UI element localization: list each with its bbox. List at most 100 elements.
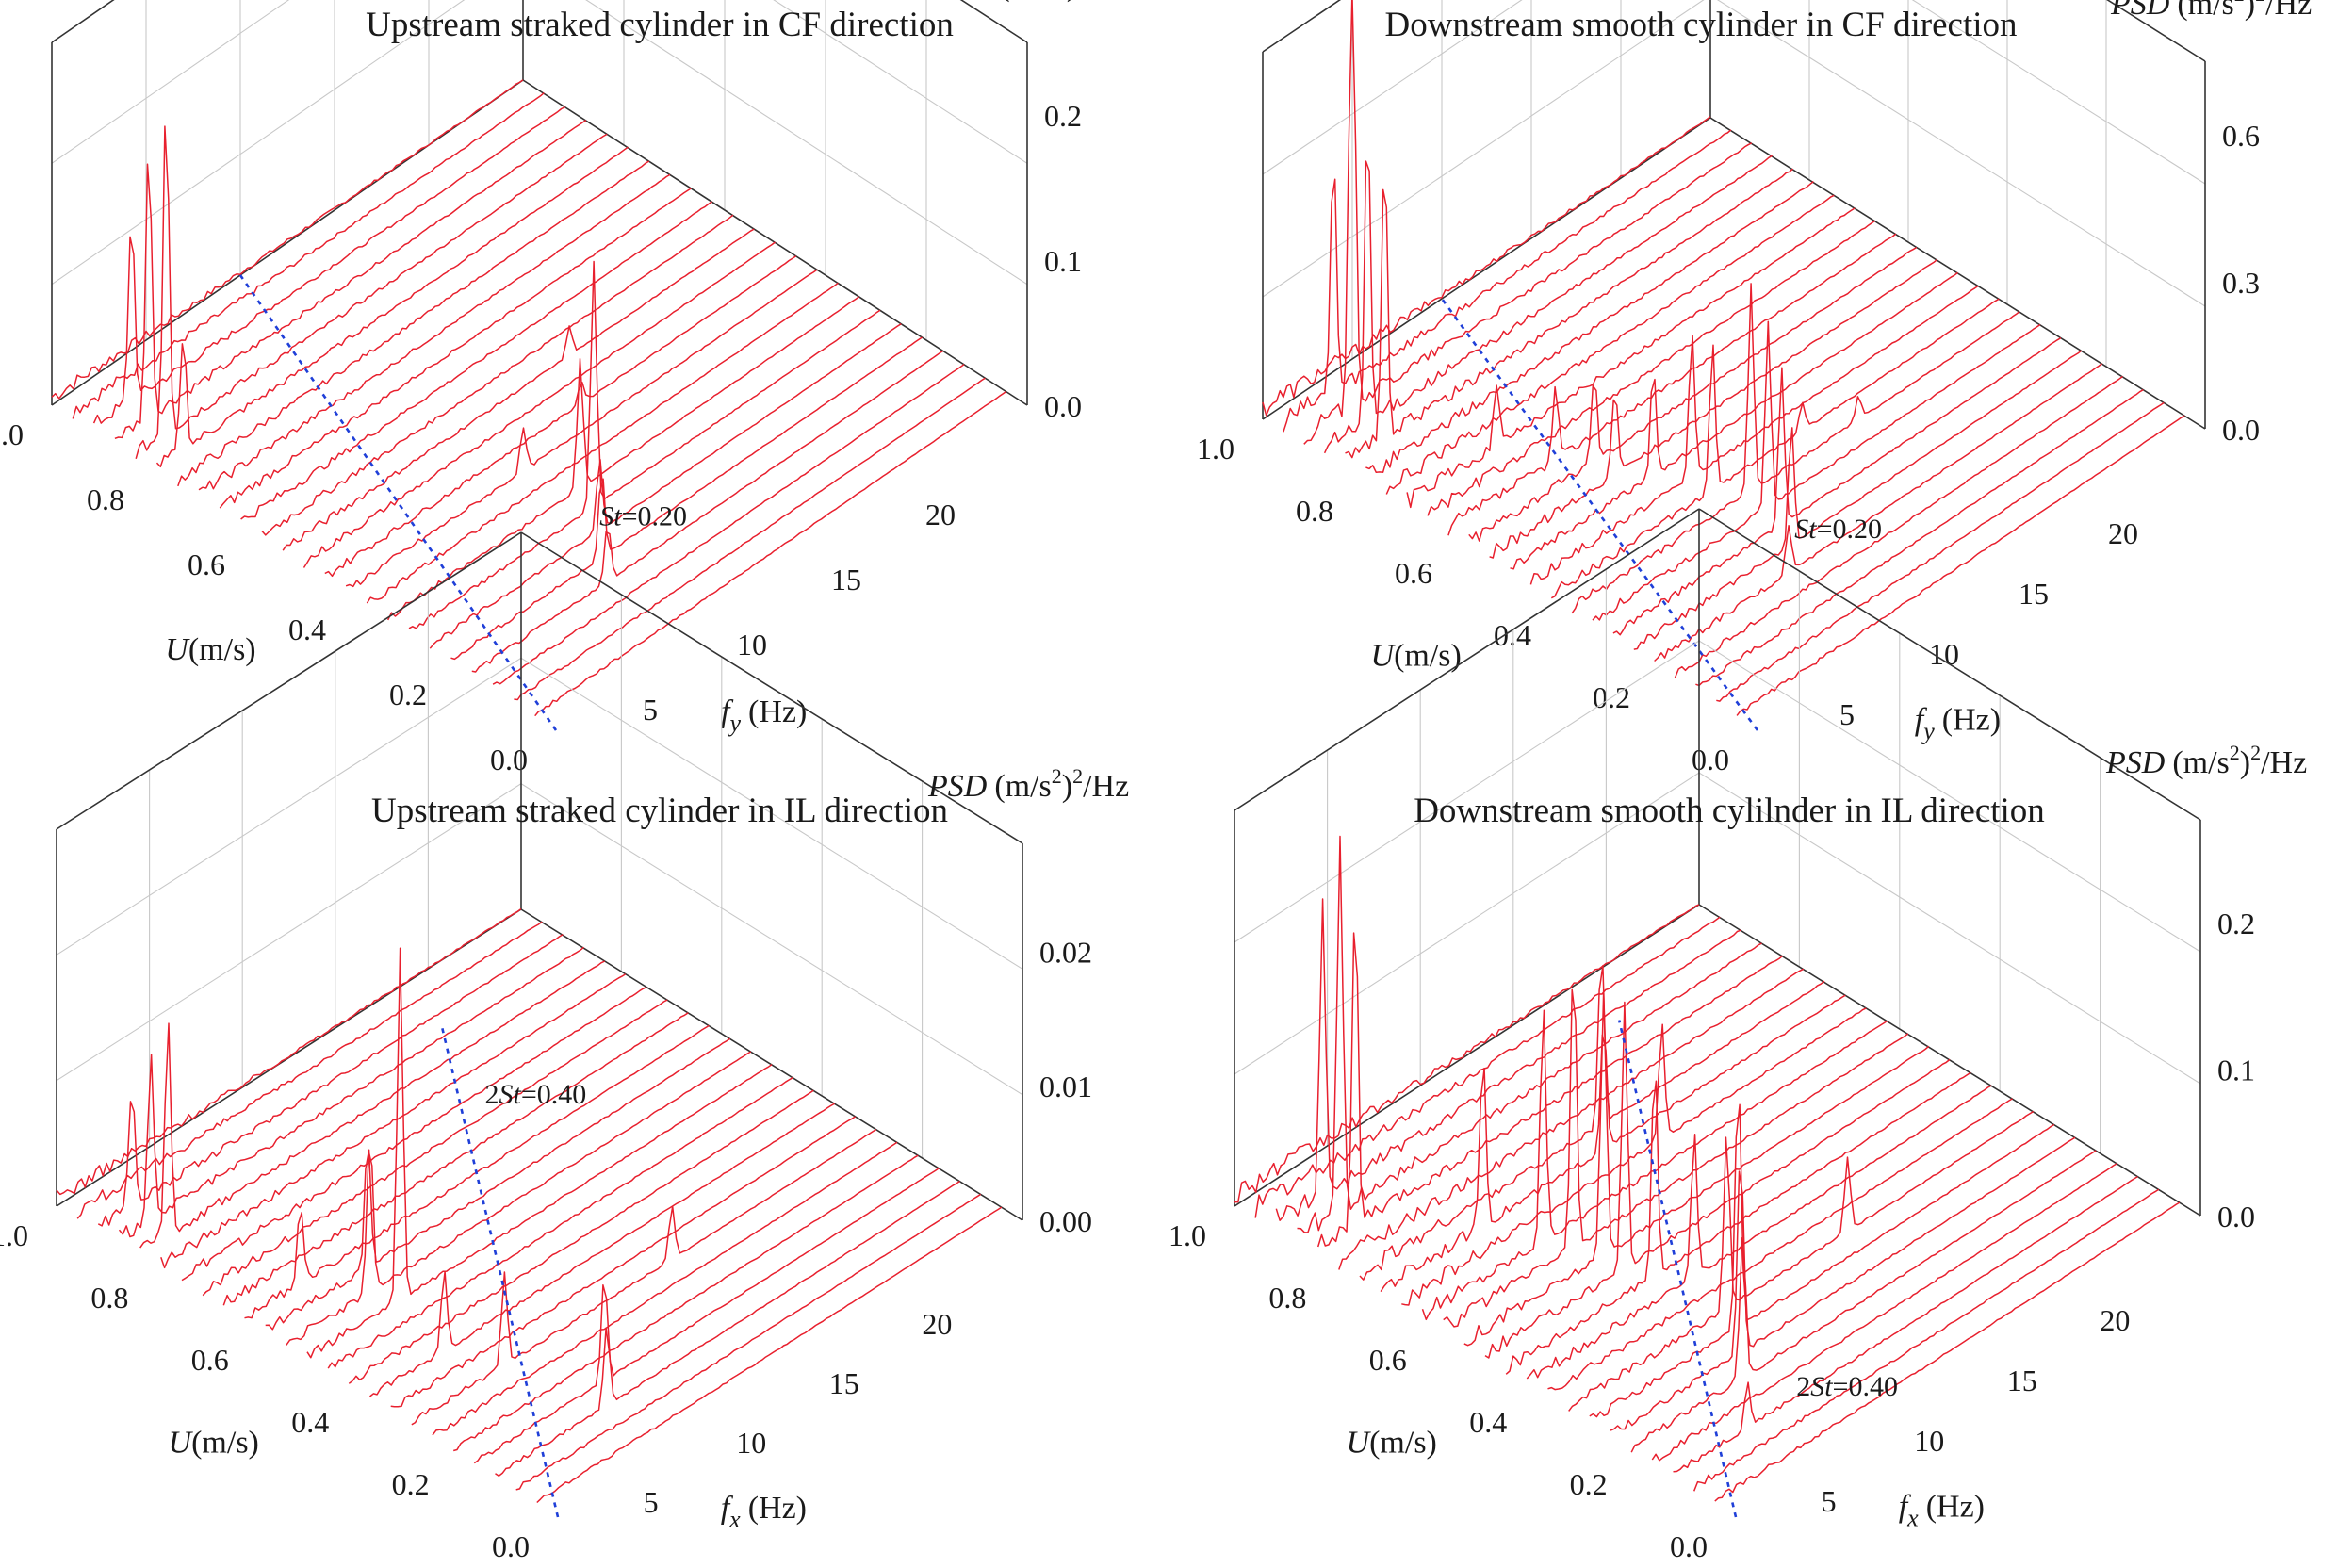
f-tick-label: 20 <box>925 498 956 531</box>
psd-trace <box>1630 1150 2097 1453</box>
axis-edge <box>51 79 524 406</box>
axes-frame <box>51 0 1028 406</box>
u-axis-label: U(m/s) <box>169 1425 259 1460</box>
f-subscript: x <box>728 1506 741 1533</box>
psd-trace <box>1297 835 1762 1233</box>
f-tick-label: 10 <box>1914 1424 1944 1458</box>
u-unit: (m/s) <box>191 1425 259 1460</box>
psd-sup-1: 2 <box>2230 741 2240 764</box>
psd-trace <box>1592 320 2041 621</box>
psd-trace <box>1468 246 1918 542</box>
psd-trace <box>345 269 818 588</box>
grid-line <box>1262 0 2206 307</box>
panel-title: Downstream smooth cylilnder in IL direct… <box>1414 792 2045 830</box>
strouhal-line <box>1617 1020 1738 1518</box>
u-tick-label: 1.0 <box>0 417 24 451</box>
u-tick-label: 0.2 <box>1570 1467 1608 1501</box>
grid-line <box>51 0 1028 164</box>
psd-trace <box>1283 129 1732 433</box>
psd-trace <box>282 228 755 551</box>
annotation-symbol: St <box>599 501 622 532</box>
psd-trace <box>1463 989 1930 1347</box>
psd-trace <box>219 188 692 509</box>
psd-trace <box>265 1037 731 1331</box>
psd-trace <box>1716 401 2165 702</box>
psd-trace <box>514 377 986 701</box>
psd-trace <box>1674 375 2123 678</box>
grid <box>51 0 1028 340</box>
psd-trace <box>139 960 606 1249</box>
psd-trace <box>1234 904 1700 1203</box>
f-tick-label: 20 <box>922 1307 952 1341</box>
psd-tick-label: 0.0 <box>2222 413 2260 447</box>
u-axis-label: U(m/s) <box>1371 638 1462 673</box>
psd-trace <box>1254 916 1721 1218</box>
f-tick-label: 5 <box>1839 697 1855 731</box>
panel-1: St=0.205101520fy(Hz)0.00.20.40.60.81.0U(… <box>0 0 1134 776</box>
psd-trace <box>1526 1085 1992 1380</box>
psd-sup-2: 2 <box>2255 0 2265 6</box>
psd-trace <box>453 1154 919 1452</box>
psd-trace <box>306 947 773 1359</box>
psd-trace <box>1633 350 2083 650</box>
psd-tick-label: 0.1 <box>2217 1053 2255 1086</box>
u-tick-label: 0.6 <box>1369 1343 1407 1377</box>
u-tick-label: 0.0 <box>1670 1529 1708 1563</box>
grid-line <box>51 0 1028 286</box>
u-symbol: U <box>1371 638 1397 673</box>
strouhal-dashed-line <box>439 1022 560 1518</box>
psd-trace <box>1673 1175 2138 1473</box>
psd-trace <box>492 363 965 685</box>
psd-symbol: PSD <box>932 0 992 3</box>
psd-trace <box>1568 1110 2035 1412</box>
grid <box>1262 0 2206 367</box>
psd-unit-b: ) <box>2240 745 2250 780</box>
u-axis-label: U(m/s) <box>165 632 255 667</box>
psd-trace <box>1380 994 1846 1293</box>
psd-trace <box>286 1051 752 1346</box>
psd-trace <box>534 390 1007 717</box>
psd-trace <box>1365 181 1814 474</box>
f-tick-label: 10 <box>737 628 767 662</box>
psd-trace <box>1303 0 1753 445</box>
psd-sup-1: 2 <box>1052 764 1062 788</box>
panel-title: Downstream smooth cylinder in CF directi… <box>1384 6 2017 44</box>
psd-trace <box>1323 155 1773 454</box>
psd-trace <box>473 1168 940 1464</box>
u-tick-label: 1.0 <box>0 1218 28 1252</box>
psd-tick-label: 0.0 <box>2217 1200 2255 1233</box>
strouhal-annotation: 2St=0.40 <box>484 1079 586 1110</box>
psd-trace <box>155 146 629 468</box>
u-tick-label: 0.2 <box>392 1467 430 1501</box>
psd-trace <box>515 1193 982 1491</box>
psd-trace <box>198 173 671 491</box>
f-tick-label: 10 <box>736 1426 766 1460</box>
psd-sup-2: 2 <box>1072 764 1083 788</box>
u-tick-label: 0.2 <box>389 678 427 711</box>
strouhal-dashed-line <box>238 274 558 731</box>
psd-trace <box>348 1089 814 1384</box>
f-unit: (Hz) <box>1926 1489 1985 1524</box>
psd-trace <box>1736 415 2185 716</box>
f-unit: (Hz) <box>748 694 807 729</box>
u-tick-label: 0.4 <box>1494 618 1531 652</box>
psd-symbol: PSD <box>2110 0 2170 22</box>
psd-trace <box>369 1102 835 1397</box>
psd-trace <box>1489 258 1938 559</box>
f-subscript: x <box>1906 1504 1919 1531</box>
psd-trace <box>1447 233 1897 536</box>
strouhal-annotation: 2St=0.40 <box>1796 1371 1898 1402</box>
psd-tick-label: 0.02 <box>1039 935 1092 969</box>
psd-trace <box>1262 116 1711 416</box>
axis-edge <box>1234 508 1700 811</box>
psd-trace <box>387 296 860 621</box>
psd-unit-c: /Hz <box>2261 745 2307 780</box>
psd-trace <box>1571 283 2020 614</box>
strouhal-annotation: St=0.20 <box>1794 514 1882 545</box>
psd-traces <box>1234 835 2181 1502</box>
axis-edge <box>1234 904 1700 1207</box>
u-tick-label: 0.8 <box>1268 1281 1306 1315</box>
grid-line <box>1262 0 2206 185</box>
